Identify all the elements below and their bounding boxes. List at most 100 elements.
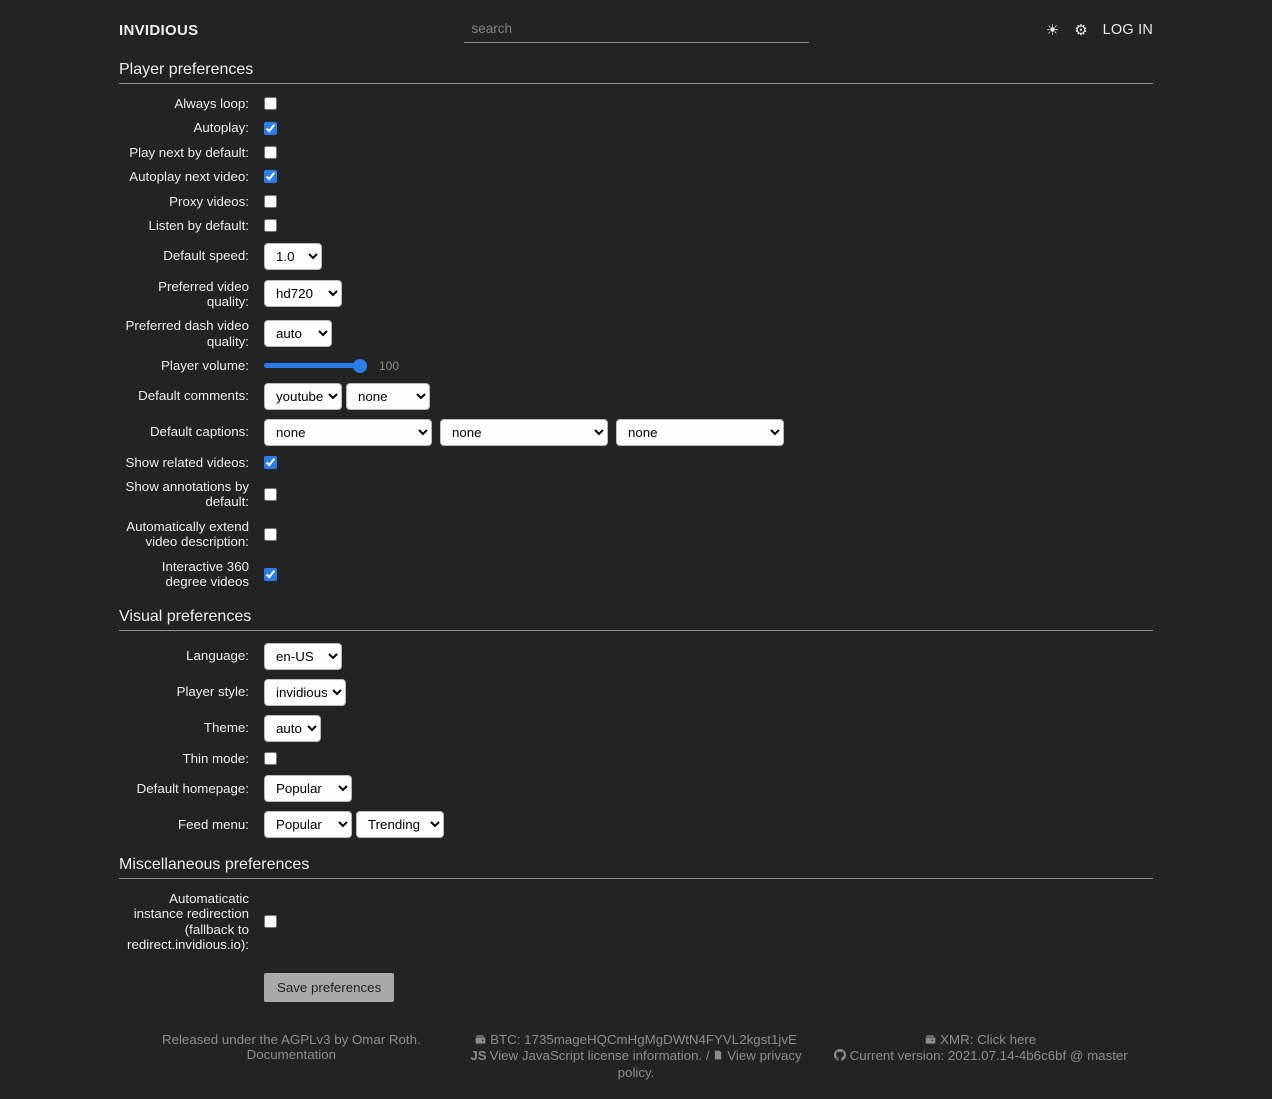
player-volume-label: Player volume: xyxy=(161,358,249,374)
pref-row-proxy-videos: Proxy videos: xyxy=(119,194,1153,209)
feed-menu-first-select[interactable]: Popular xyxy=(264,811,352,839)
pref-row-autoplay: Autoplay: xyxy=(119,120,1153,135)
license-text: Released under the AGPLv3 by Omar Roth. xyxy=(161,1031,421,1047)
log-in-link[interactable]: LOG IN xyxy=(1102,22,1153,38)
dash-quality-label: Preferred dash video quality: xyxy=(125,318,249,349)
pref-row-theme: Theme: auto xyxy=(119,714,1153,742)
auto-redirect-label: Automaticatic instance redirection (fall… xyxy=(127,891,249,953)
language-select[interactable]: en-US xyxy=(264,642,342,670)
always-loop-checkbox[interactable] xyxy=(264,97,277,111)
section-divider xyxy=(119,878,1153,880)
autoplay-next-checkbox[interactable] xyxy=(264,170,277,184)
default-comments-label: Default comments: xyxy=(138,388,249,404)
wallet-icon xyxy=(925,1033,936,1049)
pref-row-volume: Player volume: 100 xyxy=(119,358,1153,373)
pref-row-auto-redirect: Automaticatic instance redirection (fall… xyxy=(119,891,1153,953)
dash-quality-select[interactable]: auto xyxy=(264,320,332,348)
thin-mode-checkbox[interactable] xyxy=(264,751,277,765)
preferences-gear-icon[interactable]: ⚙ xyxy=(1074,21,1088,39)
pref-row-autoplay-next: Autoplay next video: xyxy=(119,169,1153,184)
pref-row-related-videos: Show related videos: xyxy=(119,455,1153,470)
proxy-videos-checkbox[interactable] xyxy=(264,194,277,208)
always-loop-label: Always loop: xyxy=(174,96,249,111)
documentation-link[interactable]: Documentation xyxy=(246,1047,337,1063)
privacy-document-icon xyxy=(713,1049,723,1065)
autoplay-checkbox[interactable] xyxy=(264,121,277,135)
js-license-link[interactable]: View JavaScript license information. xyxy=(489,1048,703,1064)
listen-default-label: Listen by default: xyxy=(148,218,249,234)
related-videos-checkbox[interactable] xyxy=(264,455,277,469)
default-speed-label: Default speed: xyxy=(163,248,249,264)
auto-redirect-checkbox[interactable] xyxy=(264,915,277,929)
player-preferences-heading: Player preferences xyxy=(119,61,254,78)
default-captions-label: Default captions: xyxy=(149,424,249,440)
pref-row-play-next: Play next by default: xyxy=(119,145,1153,160)
default-comments-second-select[interactable]: none xyxy=(346,382,430,410)
play-next-checkbox[interactable] xyxy=(264,146,277,160)
video-quality-select[interactable]: hd720 xyxy=(264,280,342,308)
default-speed-select[interactable]: 1.0 xyxy=(264,242,322,270)
extend-description-label: Automatically extend video description: xyxy=(126,518,249,550)
pref-row-always-loop: Always loop: xyxy=(119,96,1153,111)
version-text: Current version: 2021.07.14-4b6c6bf @ ma… xyxy=(849,1048,1128,1064)
pref-row-feed-menu: Feed menu: Popular Trending xyxy=(119,811,1153,839)
misc-preferences-heading: Miscellaneous preferences xyxy=(119,856,310,874)
section-divider xyxy=(119,629,1153,631)
footer-version-column: XMR: Click here Current version: 2021.07… xyxy=(808,1032,1153,1065)
default-homepage-label: Default homepage: xyxy=(136,780,249,796)
default-comments-first-select[interactable]: youtube xyxy=(264,382,342,410)
pref-row-comments: Default comments: youtube none xyxy=(119,382,1153,410)
proxy-videos-label: Proxy videos: xyxy=(169,193,249,209)
related-videos-label: Show related videos: xyxy=(125,454,249,470)
player-style-label: Player style: xyxy=(176,684,249,700)
feed-menu-second-select[interactable]: Trending xyxy=(356,811,444,839)
pref-row-extend-description: Automatically extend video description: xyxy=(119,519,1153,550)
pref-row-dash-quality: Preferred dash video quality: auto xyxy=(119,318,1153,349)
player-volume-slider[interactable] xyxy=(264,358,367,373)
autoplay-label: Autoplay: xyxy=(193,120,249,136)
pref-row-default-speed: Default speed: 1.0 xyxy=(119,242,1153,270)
feed-menu-label: Feed menu: xyxy=(178,816,249,832)
theme-label: Theme: xyxy=(203,720,249,736)
video-quality-label: Preferred video quality: xyxy=(158,278,249,309)
header-actions: ☀ ⚙ LOG IN xyxy=(1046,22,1153,38)
player-volume-value: 100 xyxy=(379,358,400,373)
github-icon xyxy=(833,1049,846,1065)
pref-row-captions: Default captions: none none none xyxy=(119,418,1153,446)
pref-row-listen-default: Listen by default: xyxy=(119,218,1153,233)
pref-row-video-quality: Preferred video quality: hd720 xyxy=(119,279,1153,310)
save-row: Save preferences xyxy=(119,972,1153,1002)
default-captions-third-select[interactable]: none xyxy=(616,418,784,446)
pref-row-default-homepage: Default homepage: Popular xyxy=(119,775,1153,803)
vr360-checkbox[interactable] xyxy=(264,567,277,581)
section-divider xyxy=(119,83,1153,84)
player-style-select[interactable]: invidious xyxy=(264,678,346,706)
btc-address-text: BTC: 1735mageHQCmHgMgDWtN4FYVL2kgst1jvE xyxy=(490,1031,797,1047)
save-preferences-button[interactable]: Save preferences xyxy=(264,972,395,1002)
top-navbar: INVIDIOUS ☀ ⚙ LOG IN xyxy=(0,0,1272,43)
theme-select[interactable]: auto xyxy=(264,714,321,742)
thin-mode-label: Thin mode: xyxy=(182,750,249,766)
default-captions-first-select[interactable]: none xyxy=(264,418,432,446)
invidious-logo[interactable]: INVIDIOUS xyxy=(119,21,199,39)
autoplay-next-label: Autoplay next video: xyxy=(129,169,249,185)
language-label: Language: xyxy=(186,648,249,664)
vr360-label: Interactive 360 degree videos xyxy=(161,558,249,590)
wallet-icon xyxy=(475,1033,486,1049)
js-icon: JS xyxy=(470,1048,487,1064)
listen-default-checkbox[interactable] xyxy=(264,219,277,233)
extend-description-checkbox[interactable] xyxy=(264,527,277,541)
default-captions-second-select[interactable]: none xyxy=(440,418,608,446)
pref-row-language: Language: en-US xyxy=(119,642,1153,670)
pref-row-annotations: Show annotations by default: xyxy=(119,479,1153,510)
xmr-link[interactable]: XMR: Click here xyxy=(940,1031,1037,1047)
search-input[interactable] xyxy=(463,17,809,43)
pref-row-vr360: Interactive 360 degree videos xyxy=(119,559,1153,590)
play-next-label: Play next by default: xyxy=(129,144,249,160)
annotations-checkbox[interactable] xyxy=(264,487,277,501)
theme-toggle-sun-icon[interactable]: ☀ xyxy=(1045,21,1060,39)
visual-preferences-heading: Visual preferences xyxy=(119,607,252,625)
pref-row-player-style: Player style: invidious xyxy=(119,678,1153,706)
default-homepage-select[interactable]: Popular xyxy=(264,775,352,803)
footer-license-column: Released under the AGPLv3 by Omar Roth. … xyxy=(119,1032,464,1063)
